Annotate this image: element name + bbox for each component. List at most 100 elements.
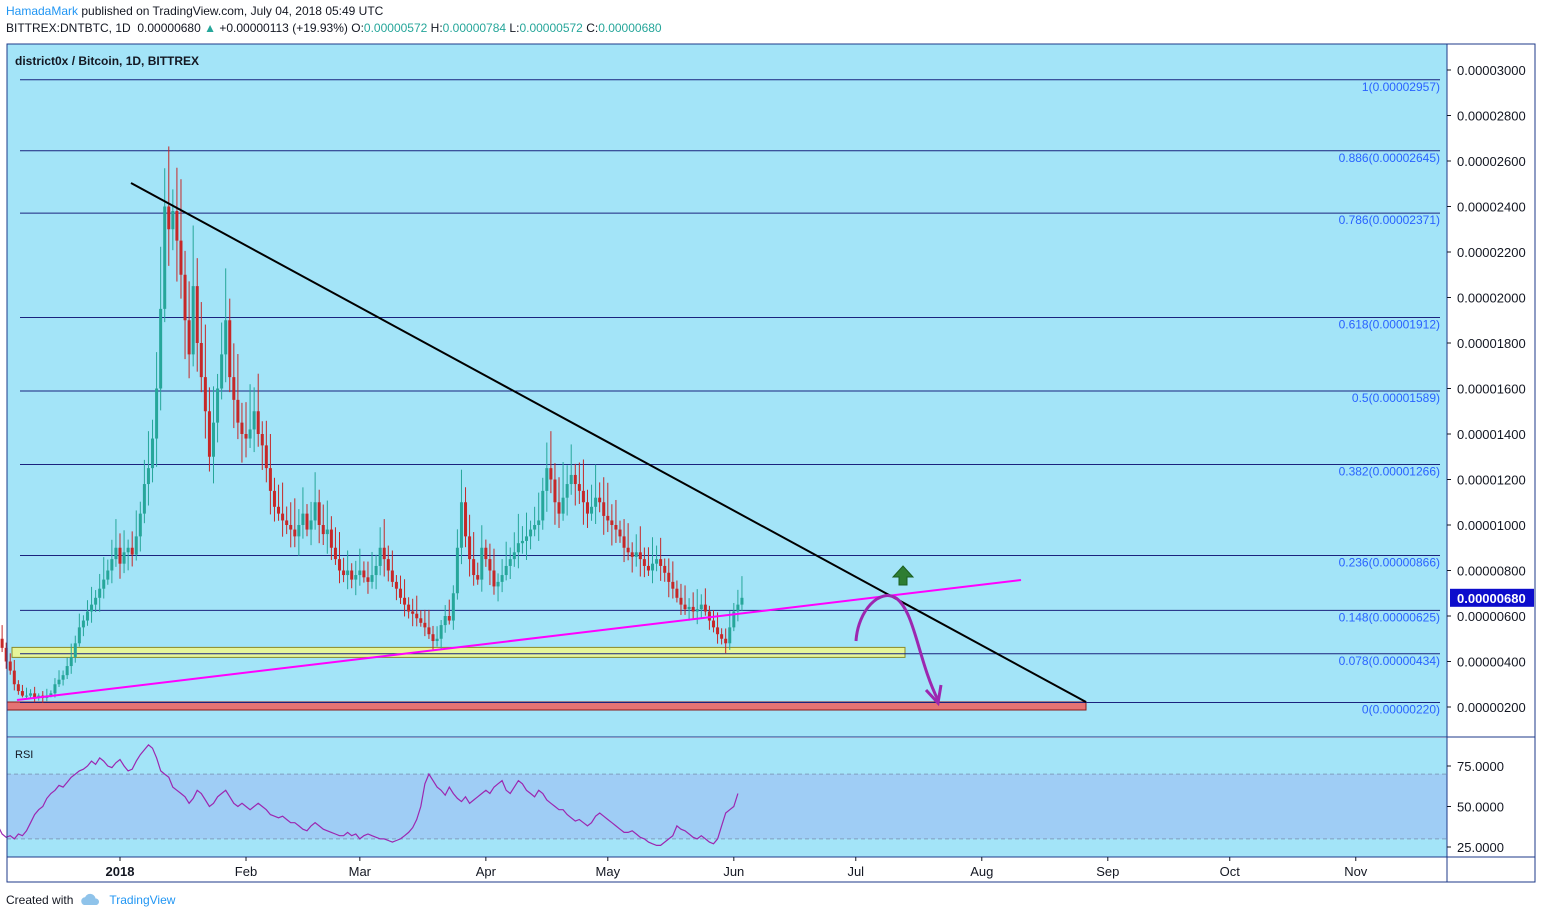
candle-body [614, 525, 618, 530]
candle-up [171, 189, 175, 251]
candle-up [480, 525, 484, 592]
price-tick-label: 0.00001000 [1457, 518, 1526, 533]
candle-down [638, 526, 642, 577]
candle-body [309, 520, 313, 530]
candle-down [492, 548, 496, 595]
candle-up [451, 585, 455, 630]
candle-up [500, 559, 504, 593]
candle-down [321, 504, 325, 546]
candle-down [390, 550, 394, 587]
candle-body [374, 565, 378, 576]
candle-up [699, 594, 703, 618]
candle-body [459, 502, 463, 548]
candle-up [439, 620, 443, 649]
fib-level-label: 0.236(0.00000866) [1339, 555, 1440, 569]
candle-body [691, 606, 695, 612]
candle-down [167, 146, 171, 266]
candle-up [216, 373, 220, 443]
candle-body [590, 506, 594, 514]
candle-down [187, 281, 191, 379]
candle-up [687, 598, 691, 621]
candle-up [163, 168, 167, 323]
candle-up [110, 539, 114, 584]
candle-body [220, 354, 224, 389]
candle-down [577, 462, 581, 504]
candle-body [110, 559, 114, 571]
candle-body [199, 343, 203, 378]
candle-body [504, 565, 508, 576]
candle-up [561, 462, 565, 521]
candle-body [545, 468, 549, 491]
candle-body [569, 474, 573, 485]
candle-body [195, 286, 199, 343]
candle-down [281, 482, 285, 537]
candle-up [370, 551, 374, 589]
created-with-text: Created with [6, 893, 74, 907]
rsi-pane[interactable]: RSI [0, 738, 1447, 857]
candles [0, 146, 744, 703]
candle-body [468, 536, 472, 560]
candle-body [634, 552, 638, 557]
candle-body [606, 515, 610, 521]
candle-body [122, 552, 126, 564]
candle-down [16, 680, 20, 695]
price-pane[interactable]: district0x / Bitcoin, 1D, BITTREX 1(0.000… [0, 44, 1447, 737]
candle-down [342, 557, 346, 583]
candle-body [565, 484, 569, 498]
candle-up [313, 472, 317, 530]
candle-up [508, 547, 512, 580]
fib-level-label: 0.5(0.00001589) [1352, 391, 1440, 405]
tradingview-brand-link[interactable]: TradingView [109, 893, 176, 907]
candle-up [651, 537, 655, 584]
candle-body [0, 638, 4, 648]
candle-down [675, 580, 679, 603]
candle-up [590, 484, 594, 521]
candle-up [655, 545, 659, 572]
candle-up [134, 510, 138, 561]
candle-body [382, 547, 386, 560]
candle-down [573, 463, 577, 506]
candle-body [130, 547, 134, 555]
candle-body [610, 520, 614, 525]
projection-arrowhead [924, 684, 943, 707]
candle-down [431, 625, 435, 650]
candle-up [634, 534, 638, 567]
rsi-tick-label: 25.0000 [1457, 840, 1504, 855]
candle-body [703, 604, 707, 612]
candle-up [512, 532, 516, 567]
candle-down [716, 612, 720, 644]
price-tick-label: 0.00002800 [1457, 109, 1526, 124]
candle-up [114, 519, 118, 567]
candle-up [569, 444, 573, 495]
candle-body [533, 525, 537, 530]
candle-down [289, 502, 293, 548]
candle-up [443, 605, 447, 633]
candle-up [545, 442, 549, 512]
candle-down [626, 523, 630, 561]
candle-body [203, 377, 207, 412]
candle-down [207, 387, 211, 472]
candle-body [321, 525, 325, 535]
candle-down [329, 516, 333, 561]
candle-down [423, 609, 427, 637]
candle-body [325, 529, 329, 535]
ascending-support-line [16, 579, 1022, 701]
candle-body [12, 670, 16, 685]
candle-body [252, 411, 256, 430]
chart-frame [6, 43, 1536, 883]
candle-body [244, 434, 248, 439]
candle-up [565, 465, 569, 516]
candle-body [622, 536, 626, 548]
candle-body [394, 581, 398, 589]
candle-body [94, 597, 98, 605]
candle-up [25, 687, 29, 700]
candle-body [386, 559, 390, 571]
author-link[interactable]: HamadaMark [6, 4, 79, 18]
candle-up [525, 512, 528, 560]
candle-down [199, 302, 203, 393]
candle-body [443, 616, 447, 626]
candle-body [224, 320, 228, 355]
candle-body [464, 502, 468, 537]
open-label: O: [351, 21, 364, 35]
